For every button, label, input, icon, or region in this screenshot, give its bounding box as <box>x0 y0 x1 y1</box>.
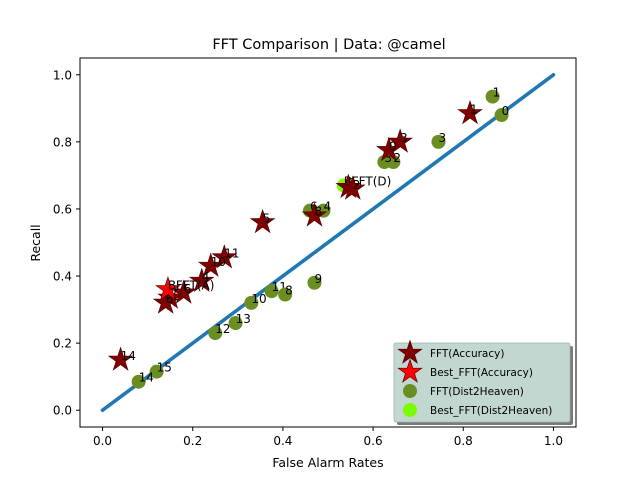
y-tick-label: 0.0 <box>53 404 72 418</box>
circle-point <box>278 287 293 302</box>
circle-point <box>149 364 164 379</box>
x-tick-label: 0.0 <box>93 434 112 448</box>
y-axis: 0.0 0.2 0.4 0.6 0.8 1.0 <box>53 68 80 418</box>
legend-marker <box>403 403 417 417</box>
circle-point <box>264 284 279 299</box>
legend: FFT(Accuracy) Best_FFT(Accuracy) FFT(Dist2… <box>393 339 573 425</box>
point-label: 3 <box>400 131 408 145</box>
circle-point <box>244 295 259 310</box>
star-point <box>107 346 134 371</box>
chart-title: FFT Comparison | Data: @camel <box>212 37 445 53</box>
y-tick-label: 0.8 <box>53 135 72 149</box>
diagonal-line <box>100 72 556 413</box>
point-label: 4 <box>323 200 331 214</box>
circle-point <box>228 316 243 331</box>
star-point <box>211 244 238 269</box>
point-label: 8 <box>314 205 322 219</box>
y-axis-label: Recall <box>28 224 43 261</box>
point-label: 12 <box>215 322 230 336</box>
point-label: 0 <box>502 104 510 118</box>
circle-point <box>494 108 509 123</box>
circle-point <box>431 134 446 149</box>
point-label: 8 <box>285 283 293 297</box>
point-label: 7 <box>170 287 178 301</box>
x-tick-label: 0.2 <box>183 434 202 448</box>
plot-area: 103236491181013121514BFFT(D)130925811104… <box>100 72 556 413</box>
x-tick-label: 1.0 <box>544 434 563 448</box>
x-axis: 0.0 0.2 0.4 0.6 0.8 1.0 <box>93 427 563 448</box>
y-tick-label: 0.4 <box>53 270 72 284</box>
star-point <box>457 99 483 125</box>
circle-point <box>485 89 500 104</box>
point-label: 2 <box>353 178 361 192</box>
point-label: 6 <box>166 292 174 306</box>
point-label: 9 <box>314 272 322 286</box>
y-tick-label: 0.2 <box>53 337 72 351</box>
x-axis-label: False Alarm Rates <box>272 455 383 470</box>
point-label: 11 <box>224 247 239 261</box>
star-point <box>301 202 328 227</box>
legend-entry: FFT(Dist2Heaven) <box>430 386 524 398</box>
star-point <box>376 136 402 162</box>
point-label: 14 <box>139 371 154 385</box>
star-point <box>249 208 276 234</box>
point-label: 3 <box>384 151 392 165</box>
circle-point <box>307 275 322 290</box>
x-tick-label: 0.4 <box>273 434 292 448</box>
star-point <box>339 175 366 200</box>
circle-point <box>131 374 146 389</box>
point-label: 6 <box>184 282 192 296</box>
y-tick-label: 1.0 <box>53 68 72 82</box>
point-label: 1 <box>470 102 478 116</box>
x-tick-label: 0.8 <box>454 434 473 448</box>
star-point <box>155 275 181 301</box>
legend-entry: Best_FFT(Accuracy) <box>430 367 533 379</box>
point-label: 13 <box>236 312 251 326</box>
x-tick-label: 0.6 <box>364 434 383 448</box>
circle-point <box>377 154 392 169</box>
point-label: 14 <box>121 349 136 363</box>
point-label: 1 <box>493 86 501 100</box>
y-tick-label: 0.6 <box>53 202 72 216</box>
point-label: 2 <box>393 151 401 165</box>
point-label: 3 <box>438 131 446 145</box>
legend-entry: FFT(Accuracy) <box>430 348 504 360</box>
plot-frame <box>79 57 577 428</box>
point-label: 5 <box>263 211 271 225</box>
point-label: B <box>168 278 176 292</box>
legend-marker <box>403 384 417 398</box>
star-point <box>197 252 224 277</box>
point-label: 0 <box>389 139 397 153</box>
point-label: 4 <box>202 270 210 284</box>
circle-point <box>208 326 223 341</box>
point-label: 15 <box>157 361 172 375</box>
legend-box <box>393 342 571 423</box>
legend-entry: Best_FFT(Dist2Heaven) <box>430 405 552 417</box>
point-label: 10 <box>251 292 266 306</box>
point-annotation: FFT(A) <box>176 278 215 292</box>
star-point <box>188 267 215 292</box>
legend-marker <box>397 339 423 364</box>
point-label: 10 <box>211 255 226 269</box>
legend-marker <box>397 358 423 383</box>
